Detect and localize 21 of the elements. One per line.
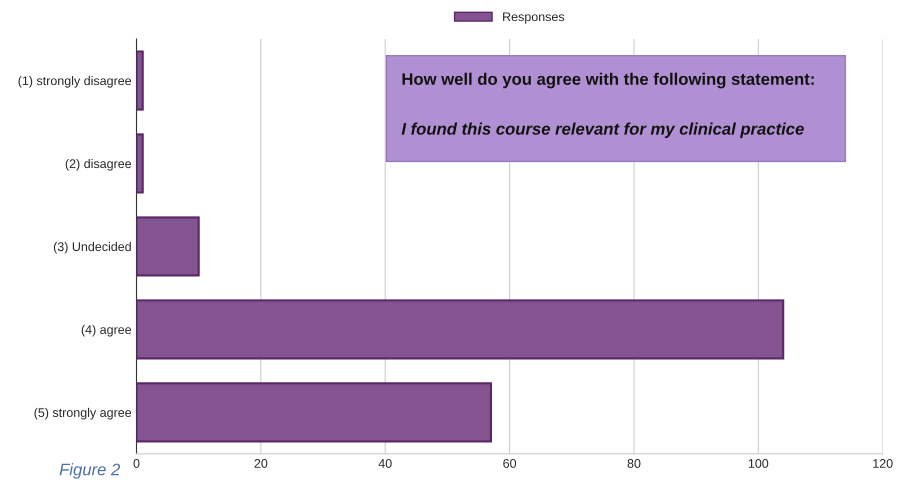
x-tick-label: 80 bbox=[628, 459, 640, 468]
bar bbox=[136, 133, 144, 194]
bar bbox=[136, 50, 144, 111]
y-tick-label: (2) disagree bbox=[66, 158, 132, 171]
y-tick-label: (3) Undecided bbox=[54, 242, 131, 254]
y-tick-label: (1) strongly disagree bbox=[18, 76, 132, 88]
x-tick-label: 40 bbox=[378, 459, 392, 468]
x-tick-label: 20 bbox=[254, 459, 268, 468]
caption: Figure 2 bbox=[60, 463, 120, 479]
y-tick-label: (5) strongly agree bbox=[34, 408, 132, 420]
bar bbox=[136, 382, 492, 442]
x-tick-label: 0 bbox=[134, 459, 140, 468]
annotation: I found this course relevant for my clinical practice bbox=[402, 122, 804, 138]
bar bbox=[136, 216, 200, 277]
annotation: How well do you agree with the following statement: bbox=[402, 72, 814, 88]
legend-label: Responses bbox=[503, 12, 564, 24]
y-tick-label: (4) agree bbox=[82, 324, 132, 337]
bar bbox=[136, 299, 784, 360]
x-tick-label: 100 bbox=[748, 459, 768, 468]
x-tick-label: 120 bbox=[873, 459, 893, 468]
x-tick-label: 60 bbox=[503, 459, 516, 468]
